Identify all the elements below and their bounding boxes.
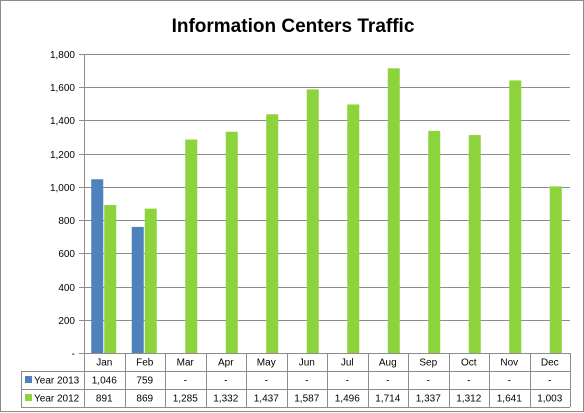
table-cell: - xyxy=(224,376,227,387)
bar-year-2012-may xyxy=(266,114,279,353)
bar-year-2013-feb xyxy=(131,226,144,353)
bar-year-2012-apr xyxy=(225,131,238,353)
table-cell: 1,437 xyxy=(254,394,279,405)
bar-year-2012-feb xyxy=(144,208,157,353)
table-cell: 1,312 xyxy=(456,394,481,405)
y-tick-label: 1,400 xyxy=(50,116,75,127)
x-category-label: Dec xyxy=(541,358,559,369)
table-cell: 1,337 xyxy=(416,394,441,405)
y-tick-label: 1,200 xyxy=(50,150,75,161)
x-category-label: Feb xyxy=(136,358,154,369)
bar-year-2012-mar xyxy=(185,139,198,353)
bar-year-2012-jun xyxy=(306,89,319,354)
table-cell: 869 xyxy=(136,394,153,405)
y-tick-label: 400 xyxy=(58,283,75,294)
table-cell: - xyxy=(346,376,349,387)
chart-title: Information Centers Traffic xyxy=(172,16,415,37)
table-cell: - xyxy=(467,376,470,387)
x-category-label: Mar xyxy=(177,358,195,369)
table-cell: - xyxy=(265,376,268,387)
data-table: Jan Feb Mar Apr May Jun Jul Aug Sep Oct Nov Dec Year… xyxy=(21,353,571,408)
bar-year-2012-oct xyxy=(468,135,481,353)
table-cell: - xyxy=(184,376,187,387)
table-cell: 759 xyxy=(136,376,153,387)
table-cell: 1,332 xyxy=(213,394,238,405)
table-cell: 1,641 xyxy=(497,394,522,405)
table-cell: 1,714 xyxy=(375,394,400,405)
bar-year-2012-sep xyxy=(428,130,441,353)
x-category-label: May xyxy=(257,358,276,369)
x-category-label: Jul xyxy=(341,358,354,369)
bar-year-2012-aug xyxy=(387,68,400,353)
legend-key-year-2013 xyxy=(25,376,32,383)
table-cell: - xyxy=(386,376,389,387)
table-cell: 1,496 xyxy=(335,394,360,405)
x-category-label: Jan xyxy=(96,358,112,369)
gridlines xyxy=(79,54,570,354)
bar-year-2012-dec xyxy=(549,186,562,353)
x-category-label: Jun xyxy=(299,358,315,369)
bar-year-2012-jul xyxy=(347,104,360,354)
bars xyxy=(91,68,562,354)
y-tick-label: 600 xyxy=(58,249,75,260)
table-cell: 1,587 xyxy=(294,394,319,405)
table-cell: - xyxy=(427,376,430,387)
y-tick-label: 1,600 xyxy=(50,83,75,94)
x-category-label: Sep xyxy=(419,358,437,369)
legend-label: Year 2012 xyxy=(34,394,80,405)
y-tick-label: 800 xyxy=(58,216,75,227)
y-axis-ticks: - 200 400 600 800 1,000 1,200 1,400 1,600 1,800 xyxy=(50,50,75,360)
x-category-label: Oct xyxy=(461,358,477,369)
table-cell: - xyxy=(508,376,511,387)
y-tick-label: - xyxy=(72,349,75,360)
y-tick-label: 1,000 xyxy=(50,183,75,194)
y-tick-label: 200 xyxy=(58,316,75,327)
table-cell: 1,003 xyxy=(537,394,562,405)
table-cell: - xyxy=(305,376,308,387)
bar-year-2013-jan xyxy=(91,179,104,353)
y-tick-label: 1,800 xyxy=(50,50,75,61)
bar-year-2012-jan xyxy=(104,204,117,353)
table-cell: 1,046 xyxy=(92,376,117,387)
table-cell: 891 xyxy=(96,394,113,405)
table-cell: 1,285 xyxy=(173,394,198,405)
legend-key-year-2012 xyxy=(25,394,32,401)
x-category-label: Nov xyxy=(500,358,518,369)
table-cell: - xyxy=(548,376,551,387)
x-category-label: Apr xyxy=(218,358,234,369)
bar-year-2012-nov xyxy=(509,80,522,353)
x-category-label: Aug xyxy=(379,358,397,369)
legend-label: Year 2013 xyxy=(34,376,80,387)
